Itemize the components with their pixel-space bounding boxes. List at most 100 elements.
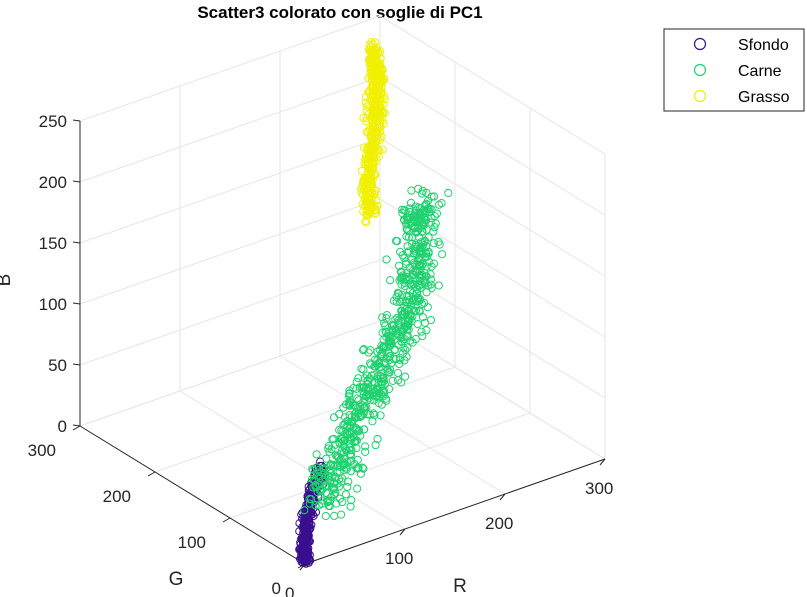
scatter-point bbox=[309, 471, 318, 480]
y-axis-label: G bbox=[169, 569, 184, 590]
scatter-point bbox=[322, 454, 331, 463]
z-tick-mark bbox=[72, 424, 81, 427]
scatter-point bbox=[372, 131, 381, 140]
x-tick-mark bbox=[499, 493, 506, 501]
scatter-point bbox=[353, 394, 362, 403]
scatter-point bbox=[329, 485, 338, 494]
scatter-point bbox=[421, 279, 430, 288]
scatter-point bbox=[368, 122, 377, 131]
legend-label-carne: Carne bbox=[738, 63, 782, 80]
scatter-point bbox=[422, 288, 431, 297]
scatter-point bbox=[364, 198, 373, 207]
scatter-point bbox=[415, 307, 424, 316]
scatter-point bbox=[343, 482, 352, 492]
scatter-point bbox=[329, 434, 338, 444]
scatter-point bbox=[438, 250, 447, 259]
scatter-point bbox=[414, 184, 423, 193]
scatter-point bbox=[437, 199, 446, 208]
scatter-point bbox=[376, 122, 385, 132]
scatter-point bbox=[407, 186, 416, 195]
scatter-point bbox=[366, 346, 375, 355]
scatter-point bbox=[416, 238, 426, 247]
legend-marker-grasso bbox=[693, 89, 707, 103]
scatter-point bbox=[362, 210, 371, 220]
scatter-point bbox=[344, 392, 354, 401]
scatter-point bbox=[353, 464, 362, 473]
scatter-point bbox=[367, 114, 376, 123]
scatter-point bbox=[361, 442, 370, 451]
scatter-point bbox=[308, 464, 317, 474]
scatter-point bbox=[403, 225, 412, 235]
scatter-point bbox=[345, 410, 354, 420]
scatter-point bbox=[399, 343, 408, 352]
scatter-point bbox=[377, 87, 386, 97]
scatter-point bbox=[392, 297, 401, 307]
scatter-point bbox=[398, 327, 407, 336]
scatter-point bbox=[388, 376, 397, 385]
scatter-point bbox=[356, 431, 365, 440]
scatter-point bbox=[444, 188, 453, 198]
scatter-point bbox=[400, 216, 409, 225]
scatter-point bbox=[309, 475, 318, 484]
scatter-point bbox=[359, 345, 368, 354]
grid bbox=[79, 15, 606, 565]
legend: Sfondo Carne Grasso bbox=[663, 28, 805, 112]
scatter-point bbox=[357, 364, 366, 373]
scatter-point bbox=[344, 477, 353, 486]
scatter-point bbox=[425, 208, 434, 217]
scatter-point bbox=[300, 545, 309, 554]
scatter-point bbox=[378, 388, 387, 397]
scatter-point bbox=[366, 395, 375, 405]
series-grasso bbox=[356, 38, 389, 227]
scatter-point bbox=[370, 170, 379, 180]
scatter-point bbox=[400, 372, 410, 381]
scatter-point bbox=[418, 218, 427, 227]
scatter-point bbox=[370, 388, 379, 397]
scatter-point bbox=[369, 384, 378, 393]
scatter-point bbox=[395, 353, 405, 362]
scatter-point bbox=[367, 48, 376, 57]
scatter-point bbox=[341, 400, 351, 409]
chart-title: Scatter3 colorato con soglie di PC1 bbox=[197, 3, 482, 22]
scatter-point bbox=[345, 389, 354, 398]
scatter-point bbox=[365, 390, 374, 399]
grid-line bbox=[79, 320, 381, 427]
scatter-point bbox=[427, 192, 436, 201]
scatter-point bbox=[378, 313, 387, 322]
y-axis-line bbox=[79, 425, 306, 565]
x-axis-label: R bbox=[453, 576, 467, 597]
scatter-point bbox=[363, 376, 372, 385]
scatter-point bbox=[364, 164, 373, 174]
grid-line bbox=[179, 390, 406, 530]
scatter-point bbox=[415, 209, 424, 218]
grid-line bbox=[79, 259, 381, 366]
scatter-point bbox=[300, 506, 309, 515]
scatter-point bbox=[400, 278, 409, 287]
z-tick-mark bbox=[72, 241, 81, 244]
scatter-point bbox=[325, 447, 334, 456]
scatter-point bbox=[411, 306, 421, 316]
scatter-point bbox=[416, 246, 426, 255]
scatter-point bbox=[377, 400, 386, 409]
z-tick-label: 200 bbox=[39, 173, 67, 192]
scatter-point bbox=[408, 233, 417, 242]
scatter-point bbox=[393, 236, 402, 246]
x-tick-label: 100 bbox=[385, 549, 413, 568]
scatter-point bbox=[411, 208, 420, 218]
scatter-point bbox=[420, 276, 429, 285]
scatter-point bbox=[382, 255, 391, 264]
scatter-point bbox=[415, 267, 424, 276]
scatter-point bbox=[364, 158, 373, 167]
scatter-point bbox=[354, 374, 363, 383]
scatter-point bbox=[375, 47, 384, 56]
scatter-point bbox=[406, 198, 416, 207]
x-tick-mark bbox=[599, 458, 606, 466]
scatter-point bbox=[312, 450, 321, 459]
scatter-point bbox=[403, 268, 412, 277]
scatter-point bbox=[382, 314, 391, 323]
z-tick-mark bbox=[72, 180, 81, 183]
scatter-point bbox=[402, 232, 411, 241]
x-tick-mark bbox=[399, 528, 406, 536]
scatter-point bbox=[418, 331, 427, 341]
scatter-point bbox=[355, 383, 364, 392]
